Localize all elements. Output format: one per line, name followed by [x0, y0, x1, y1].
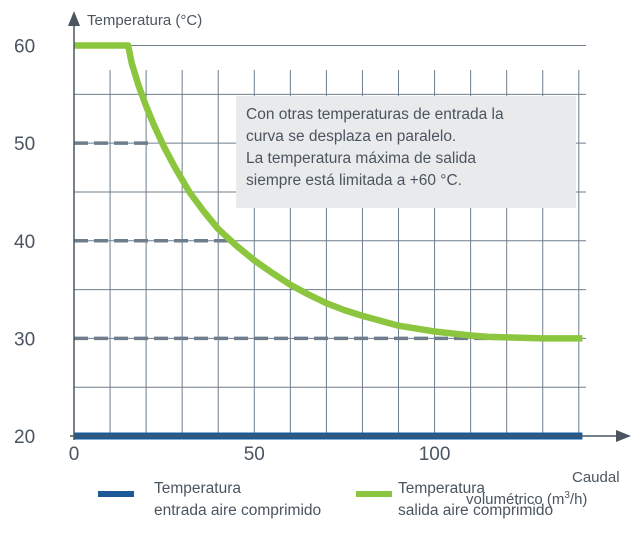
x-axis-title-sup: 3: [564, 490, 570, 501]
annotation-line: La temperatura máxima de salida: [246, 150, 477, 167]
annotation-box: Con otras temperaturas de entrada la cur…: [236, 96, 576, 208]
series-line: [74, 42, 583, 342]
annotation-line: Con otras temperaturas de entrada la: [246, 106, 504, 123]
x-axis-title-line2: volumétrico (m3/h): [466, 490, 587, 508]
y-tick-label: 60: [14, 37, 35, 58]
legend-label-outlet-line1: Temperatura: [398, 480, 486, 497]
axes: [68, 11, 631, 442]
x-tick-label: 0: [69, 444, 80, 465]
x-axis-title-suffix: /h): [570, 491, 588, 508]
x-tick-label: 50: [244, 444, 265, 465]
legend-label-outlet-line2: salida aire comprimido: [398, 502, 554, 519]
annotation-line: siempre está limitada a +60 °C.: [246, 172, 462, 189]
annotation-line: curva se desplaza en paralelo.: [246, 128, 457, 145]
y-tick-label: 20: [14, 427, 35, 448]
y-axis-arrow-icon: [68, 11, 80, 26]
legend-swatch-inlet: [98, 491, 134, 497]
legend-label-inlet-line1: Temperatura: [154, 480, 242, 497]
legend-item-outlet: Temperatura salida aire comprimido: [356, 478, 596, 522]
y-tick-label: 30: [14, 329, 35, 350]
dashed-reference-lines: [74, 141, 496, 341]
y-tick-label: 40: [14, 232, 35, 253]
x-tick-label: 100: [419, 444, 451, 465]
x-axis-arrow-icon: [616, 430, 631, 442]
x-axis-title-prefix: volumétrico (m: [466, 491, 564, 508]
y-tick-label: 50: [14, 134, 35, 155]
legend-item-inlet: Temperatura entrada aire comprimido: [98, 478, 338, 522]
legend-swatch-outlet: [356, 491, 392, 497]
legend-label-inlet-line2: entrada aire comprimido: [154, 502, 322, 519]
y-axis-title: Temperatura (°C): [87, 12, 202, 29]
x-axis-title-line1: Caudal: [572, 469, 620, 486]
tick-labels: 20 30 40 50 60 0 50 100: [14, 37, 450, 465]
